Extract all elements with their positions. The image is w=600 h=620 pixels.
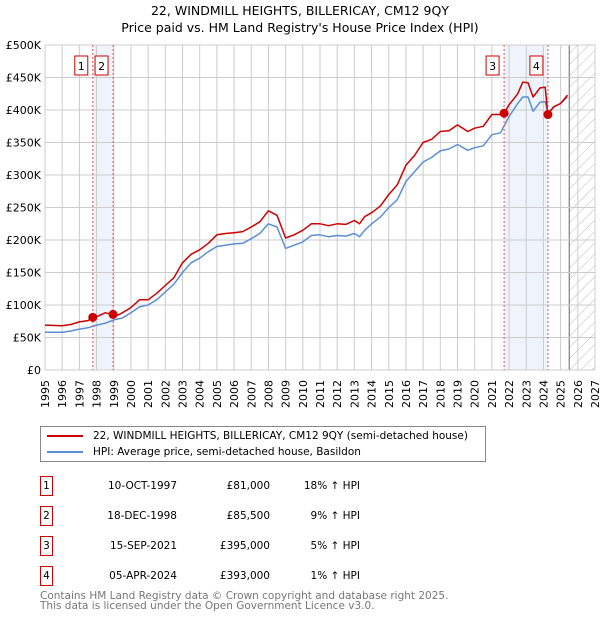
sale-price: £393,000 [219,570,270,582]
y-tick-label: £350K [6,137,42,150]
footer-licence: This data is licensed under the Open Gov… [40,600,375,612]
x-tick-label: 2003 [177,380,190,408]
sale-number-box [529,55,544,76]
sale-num: 3 [40,536,53,556]
sale-point [108,309,118,319]
x-tick-label: 1996 [56,380,69,408]
x-tick-label: 1999 [108,380,121,408]
x-tick-label: 2015 [383,380,396,408]
legend-item-hpi: HPI: Average price, semi-detached house,… [47,444,361,460]
sale-number-box [485,55,500,76]
x-tick-label: 2023 [520,380,533,408]
y-tick-label: £0 [27,364,41,377]
y-tick-label: £300K [6,169,42,182]
sale-date: 05-APR-2024 [109,570,177,582]
legend-swatch-blue [47,451,83,453]
sale-point [88,312,98,322]
x-tick-label: 2002 [159,380,172,408]
sale-row: 3 15-SEP-2021 £395,000 5% ↑ HPI [40,536,600,556]
y-tick-label: £50K [13,332,42,345]
x-tick-label: 2024 [537,380,550,408]
sale-price: £81,000 [226,480,270,492]
x-tick-label: 2016 [400,380,413,408]
sale-num: 4 [40,566,53,586]
legend: 22, WINDMILL HEIGHTS, BILLERICAY, CM12 9… [40,426,486,462]
sale-point [499,108,509,118]
sale-hpi: 9% ↑ HPI [310,510,360,522]
x-tick-label: 2021 [486,380,499,408]
line-chart: 1 2 3 4 1995 1996 1997 1998 1999 2000 2001 2002 2003… [6,39,600,408]
sale-row: 4 05-APR-2024 £393,000 1% ↑ HPI [40,566,600,586]
x-tick-label: 2001 [142,380,155,408]
x-tick-label: 1997 [73,380,86,408]
x-tick-label: 2011 [314,380,327,408]
sale-num: 2 [40,506,53,526]
y-tick-label: £150K [6,267,42,280]
sale-number-label: 3 [489,60,496,73]
sale-row: 1 10-OCT-1997 £81,000 18% ↑ HPI [40,476,600,496]
y-tick-label: £500K [6,39,42,52]
x-tick-label: 2014 [366,380,379,408]
sale-price: £395,000 [219,540,270,552]
y-tick-label: £400K [6,104,42,117]
x-tick-label: 2005 [211,380,224,408]
chart-subtitle: Price paid vs. HM Land Registry's House … [121,20,479,35]
sale-date: 10-OCT-1997 [108,480,177,492]
x-tick-label: 2006 [228,380,241,408]
x-tick-label: 2026 [572,380,585,408]
sale-date: 18-DEC-1998 [107,510,177,522]
x-tick-label: 2020 [469,380,482,408]
sale-date: 15-SEP-2021 [109,540,177,552]
x-tick-label: 1998 [91,380,104,408]
legend-item-property: 22, WINDMILL HEIGHTS, BILLERICAY, CM12 9… [47,428,468,444]
x-tick-label: 2019 [452,380,465,408]
x-tick-label: 2007 [245,380,258,408]
x-tick-label: 2009 [280,380,293,408]
x-tick-label: 2013 [348,380,361,408]
sale-number-label: 4 [533,60,540,73]
footer-copyright: Contains HM Land Registry data © Crown c… [40,590,449,602]
y-tick-label: £450K [6,72,42,85]
sale-hpi: 18% ↑ HPI [303,480,360,492]
hpi-line [45,96,569,334]
legend-label: HPI: Average price, semi-detached house,… [93,446,361,458]
sale-number-label: 1 [78,60,85,73]
x-tick-label: 2012 [331,380,344,408]
chart-title: 22, WINDMILL HEIGHTS, BILLERICAY, CM12 9… [150,3,449,18]
sale-hpi: 1% ↑ HPI [310,570,360,582]
sale-hpi: 5% ↑ HPI [310,540,360,552]
x-tick-label: 2027 [589,380,600,408]
legend-swatch-red [47,435,83,437]
footer: Contains HM Land Registry data © Crown c… [40,590,449,612]
x-tick-label: 1995 [39,380,52,408]
y-tick-label: £250K [6,202,42,215]
y-tick-label: £200K [6,234,42,247]
x-tick-label: 2017 [417,380,430,408]
y-tick-label: £100K [6,299,42,312]
x-tick-label: 2000 [125,380,138,408]
x-tick-label: 2010 [297,380,310,408]
sale-price: £85,500 [226,510,270,522]
sale-number-label: 2 [98,60,105,73]
sale-point [543,110,553,120]
x-tick-label: 2025 [555,380,568,408]
sale-num: 1 [40,476,53,496]
sale-number-box [74,55,89,76]
x-tick-label: 2018 [434,380,447,408]
x-tick-label: 2008 [262,380,275,408]
sale-number-box [94,55,109,76]
x-tick-label: 2022 [503,380,516,408]
legend-label: 22, WINDMILL HEIGHTS, BILLERICAY, CM12 9… [93,430,468,442]
x-tick-label: 2004 [194,380,207,408]
sale-row: 2 18-DEC-1998 £85,500 9% ↑ HPI [40,506,600,526]
